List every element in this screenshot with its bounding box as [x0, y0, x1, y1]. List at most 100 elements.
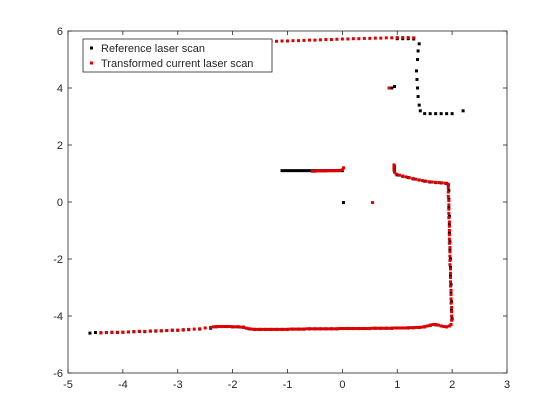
- point-1-146: [430, 180, 434, 184]
- point-1-46: [280, 327, 284, 331]
- y-tick-label: -6: [53, 368, 63, 380]
- point-1-196: [362, 36, 366, 40]
- point-1-37: [255, 327, 259, 331]
- point-1-24: [220, 325, 224, 329]
- point-1-197: [368, 36, 372, 40]
- point-1-129: [447, 233, 451, 237]
- point-1-54: [302, 327, 306, 331]
- point-1-143: [440, 181, 444, 185]
- point-1-50: [291, 327, 295, 331]
- y-tick-label: 4: [57, 83, 63, 95]
- point-1-122: [448, 263, 452, 267]
- legend-marker-reference: [90, 46, 93, 50]
- point-1-13: [170, 328, 174, 332]
- point-0-131: [445, 112, 449, 116]
- point-1-103: [436, 323, 440, 327]
- point-1-127: [447, 241, 451, 245]
- point-1-17: [192, 327, 196, 331]
- point-1-111: [450, 310, 454, 314]
- legend-label-transformed: Transformed current laser scan: [101, 58, 253, 70]
- point-1-130: [447, 229, 451, 232]
- point-1-83: [382, 326, 386, 330]
- point-0-119: [390, 86, 394, 90]
- point-1-6: [132, 330, 136, 334]
- point-1-15: [181, 328, 185, 332]
- x-tick-label: -5: [63, 379, 73, 391]
- point-1-136: [447, 203, 451, 207]
- point-1-163: [313, 169, 317, 173]
- point-1-112: [450, 305, 454, 309]
- point-1-167: [324, 169, 328, 173]
- point-1-12: [165, 329, 169, 333]
- point-1-133: [447, 216, 451, 220]
- point-1-9: [148, 329, 152, 333]
- point-0-118: [341, 201, 345, 205]
- point-1-63: [327, 327, 331, 331]
- point-1-77: [365, 327, 369, 331]
- legend-marker-transformed: [90, 61, 93, 65]
- point-1-29: [233, 325, 237, 329]
- point-1-27: [228, 325, 232, 329]
- point-0-126: [418, 109, 422, 113]
- point-1-184: [296, 39, 300, 43]
- point-1-42: [269, 327, 273, 331]
- point-1-135: [447, 207, 451, 211]
- point-1-99: [425, 324, 429, 328]
- point-1-16: [187, 327, 191, 331]
- point-1-96: [417, 325, 421, 329]
- point-1-183: [291, 39, 295, 43]
- point-0-122: [415, 77, 419, 81]
- plot-area: [68, 31, 507, 373]
- point-1-21: [211, 325, 215, 329]
- point-1-55: [305, 327, 309, 331]
- point-1-153: [407, 176, 411, 180]
- point-1-121: [448, 267, 452, 271]
- point-1-61: [321, 327, 325, 331]
- point-1-181: [280, 39, 284, 43]
- point-1-124: [448, 254, 452, 258]
- point-1-107: [447, 324, 451, 328]
- point-1-18: [198, 327, 202, 331]
- point-1-25: [222, 325, 226, 329]
- legend-box: [82, 38, 273, 73]
- point-1-64: [329, 327, 333, 331]
- point-1-28: [231, 325, 235, 329]
- point-1-173: [340, 168, 344, 172]
- point-1-193: [346, 37, 350, 41]
- point-1-201: [390, 36, 394, 40]
- point-1-43: [272, 327, 276, 331]
- point-1-89: [398, 326, 402, 330]
- point-1-93: [409, 326, 413, 330]
- x-tick-label: -4: [118, 379, 128, 391]
- x-tick-label: 1: [394, 379, 400, 391]
- point-1-192: [340, 37, 344, 41]
- point-1-120: [448, 271, 452, 275]
- point-1-86: [390, 326, 394, 330]
- point-1-0: [99, 331, 103, 335]
- point-1-74: [357, 327, 361, 331]
- x-tick-label: 3: [504, 379, 510, 391]
- point-1-125: [448, 250, 452, 254]
- point-1-14: [176, 328, 180, 332]
- point-1-30: [236, 325, 240, 329]
- point-1-158: [393, 170, 397, 174]
- point-1-152: [411, 177, 415, 181]
- point-1-170: [332, 169, 336, 173]
- point-0-136: [416, 58, 420, 61]
- data-points: [88, 36, 465, 335]
- point-1-155: [401, 174, 405, 178]
- point-1-171: [335, 169, 339, 173]
- point-1-38: [258, 327, 262, 331]
- point-1-142: [444, 181, 448, 185]
- point-1-154: [404, 175, 408, 179]
- point-0-128: [428, 112, 432, 116]
- point-1-160: [392, 166, 396, 170]
- point-1-137: [447, 199, 451, 203]
- point-1-161: [392, 163, 396, 167]
- point-1-180: [275, 39, 279, 43]
- point-1-123: [448, 258, 452, 262]
- point-1-145: [434, 180, 438, 184]
- point-1-78: [368, 327, 372, 331]
- point-1-11: [159, 329, 163, 333]
- point-1-190: [329, 38, 333, 42]
